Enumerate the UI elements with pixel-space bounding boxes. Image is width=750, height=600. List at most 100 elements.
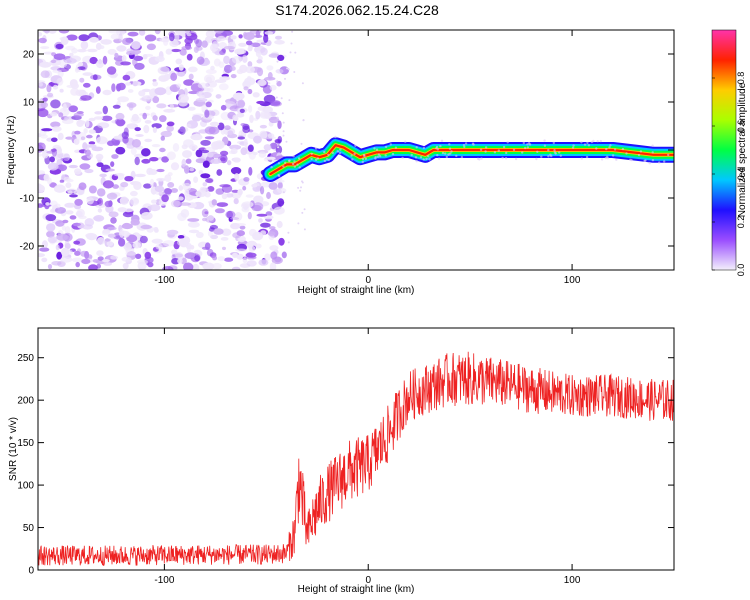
noise-blob xyxy=(55,220,65,227)
noise-blob xyxy=(92,74,98,81)
noise-blob xyxy=(249,114,254,124)
noise-speck xyxy=(301,181,304,184)
noise-blob xyxy=(162,240,175,247)
noise-blob xyxy=(169,32,175,42)
signal-fringe xyxy=(291,162,295,166)
signal-fringe xyxy=(651,151,654,154)
noise-blob xyxy=(120,61,131,66)
noise-blob xyxy=(49,156,55,163)
signal-fringe xyxy=(600,158,604,161)
signal-fringe xyxy=(435,145,439,149)
noise-blob xyxy=(108,211,119,218)
noise-blob xyxy=(106,192,118,200)
noise-blob xyxy=(78,34,90,42)
noise-speck xyxy=(297,186,300,189)
signal-fringe xyxy=(553,149,556,152)
signal-fringe xyxy=(514,157,518,161)
noise-blob xyxy=(268,182,278,190)
noise-blob xyxy=(45,202,50,206)
noise-blob xyxy=(164,188,173,195)
noise-blob xyxy=(260,181,272,188)
noise-blob xyxy=(243,138,248,148)
noise-blob xyxy=(144,34,157,42)
noise-blob xyxy=(38,144,44,153)
noise-blob xyxy=(237,188,243,196)
noise-blob xyxy=(183,165,190,174)
noise-blob xyxy=(177,258,183,264)
noise-blob xyxy=(85,232,97,239)
noise-blob xyxy=(88,141,96,145)
noise-blob xyxy=(196,56,205,65)
noise-blob xyxy=(277,198,285,207)
noise-blob xyxy=(160,130,172,138)
noise-blob xyxy=(38,203,44,208)
noise-blob xyxy=(237,99,245,109)
signal-fringe xyxy=(605,147,608,151)
noise-blob xyxy=(205,30,216,38)
noise-blob xyxy=(252,231,264,241)
noise-speck xyxy=(288,99,291,102)
signal-fringe xyxy=(353,152,356,156)
noise-blob xyxy=(102,180,114,189)
noise-blob xyxy=(69,215,77,220)
noise-blob xyxy=(186,32,192,37)
signal-fringe xyxy=(449,152,452,155)
noise-blob xyxy=(207,230,213,237)
noise-blob xyxy=(187,218,200,222)
noise-blob xyxy=(209,121,220,127)
noise-blob xyxy=(50,148,57,152)
noise-blob xyxy=(142,95,154,100)
colorbar-tick-label: 0.0 xyxy=(736,264,746,277)
noise-blob xyxy=(134,62,145,70)
noise-blob xyxy=(250,42,261,48)
noise-blob xyxy=(170,188,178,193)
noise-blob xyxy=(110,217,117,224)
noise-blob xyxy=(68,164,78,169)
noise-blob xyxy=(253,195,264,204)
spectrogram-xlabel: Height of straight line (km) xyxy=(298,285,415,296)
noise-blob xyxy=(60,157,69,162)
noise-blob xyxy=(245,252,257,258)
noise-blob xyxy=(117,96,129,103)
signal-fringe xyxy=(651,144,654,147)
colorbar-tick-label: 0.4 xyxy=(736,168,746,181)
signal-fringe xyxy=(364,157,368,160)
noise-blob xyxy=(130,190,138,197)
noise-blob xyxy=(204,126,216,135)
signal-fringe xyxy=(440,139,444,142)
noise-blob xyxy=(264,76,276,81)
noise-speck xyxy=(290,42,293,45)
noise-blob xyxy=(65,210,74,215)
signal-fringe xyxy=(377,153,381,156)
signal-fringe xyxy=(639,150,643,153)
noise-blob xyxy=(278,237,285,246)
signal-fringe xyxy=(293,165,297,168)
spectrogram-ylabel: Frequency (Hz) xyxy=(6,116,17,185)
noise-speck xyxy=(301,211,304,214)
noise-blob xyxy=(198,94,205,99)
noise-blob xyxy=(121,55,127,62)
noise-blob xyxy=(269,84,277,91)
signal-fringe xyxy=(444,152,447,155)
noise-blob xyxy=(125,82,132,86)
x-tick-label: 100 xyxy=(564,275,581,286)
noise-blob xyxy=(122,262,129,270)
noise-blob xyxy=(41,257,48,263)
noise-speck xyxy=(303,208,306,211)
noise-blob xyxy=(184,189,190,197)
noise-blob xyxy=(260,222,271,228)
signal-fringe xyxy=(277,162,281,165)
noise-blob xyxy=(216,35,226,42)
noise-blob xyxy=(55,43,64,50)
noise-blob xyxy=(58,30,70,34)
signal-fringe xyxy=(389,143,392,146)
signal-fringe xyxy=(663,160,666,163)
noise-blob xyxy=(85,144,90,150)
noise-blob xyxy=(64,202,76,208)
noise-blob xyxy=(195,190,207,198)
noise-blob xyxy=(258,259,269,266)
signal-fringe xyxy=(350,154,353,157)
signal-fringe xyxy=(552,141,555,145)
noise-blob xyxy=(38,153,43,157)
colorbar-tick-label: 0.8 xyxy=(736,72,746,85)
